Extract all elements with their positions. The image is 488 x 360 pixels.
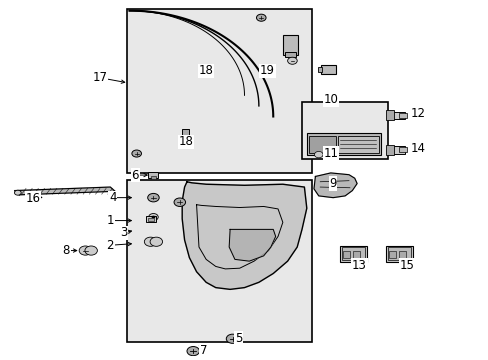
- Bar: [392, 112, 404, 119]
- Text: 12: 12: [409, 107, 425, 120]
- Bar: [387, 247, 410, 260]
- Bar: [147, 172, 158, 177]
- Circle shape: [15, 190, 21, 195]
- Bar: [392, 146, 404, 154]
- Text: 1: 1: [106, 214, 114, 227]
- Text: 5: 5: [235, 332, 242, 345]
- Bar: [343, 251, 350, 258]
- Text: 2: 2: [106, 239, 114, 252]
- Bar: [302, 102, 387, 159]
- Circle shape: [150, 237, 162, 246]
- Text: 13: 13: [351, 259, 366, 272]
- Text: 8: 8: [62, 244, 70, 257]
- Text: 3: 3: [120, 226, 127, 239]
- Polygon shape: [15, 187, 115, 195]
- Bar: [398, 147, 407, 152]
- Circle shape: [147, 193, 159, 202]
- Circle shape: [314, 152, 323, 158]
- Text: 7: 7: [200, 343, 207, 356]
- Circle shape: [85, 246, 97, 255]
- Circle shape: [151, 216, 155, 219]
- Bar: [308, 136, 335, 153]
- Circle shape: [144, 237, 157, 246]
- Text: 19: 19: [260, 64, 274, 77]
- Bar: [148, 218, 154, 221]
- Circle shape: [79, 246, 91, 255]
- Text: 18: 18: [198, 64, 213, 77]
- Circle shape: [226, 334, 238, 343]
- Bar: [385, 111, 393, 120]
- Circle shape: [256, 14, 265, 21]
- Circle shape: [180, 137, 191, 145]
- Bar: [388, 251, 396, 258]
- Text: 10: 10: [323, 93, 338, 106]
- Bar: [306, 134, 380, 154]
- Bar: [398, 113, 407, 118]
- Circle shape: [132, 150, 141, 157]
- Bar: [146, 216, 156, 222]
- Bar: [337, 136, 378, 153]
- Bar: [127, 9, 311, 173]
- Circle shape: [148, 213, 158, 221]
- Text: 6: 6: [131, 168, 139, 181]
- Bar: [285, 52, 295, 57]
- Text: 15: 15: [399, 259, 414, 272]
- Bar: [385, 145, 393, 154]
- Circle shape: [174, 198, 185, 207]
- Bar: [318, 67, 322, 72]
- Text: 16: 16: [25, 192, 40, 205]
- Bar: [386, 246, 412, 262]
- Bar: [398, 251, 405, 258]
- Bar: [352, 251, 359, 258]
- Text: 17: 17: [92, 71, 107, 84]
- Text: 18: 18: [178, 135, 193, 148]
- Polygon shape: [182, 182, 306, 289]
- Bar: [282, 35, 298, 55]
- Polygon shape: [229, 229, 275, 261]
- Circle shape: [186, 347, 199, 356]
- Bar: [182, 129, 189, 138]
- Bar: [321, 66, 335, 74]
- Text: 11: 11: [323, 147, 338, 160]
- Text: 14: 14: [409, 142, 425, 155]
- Text: 4: 4: [109, 191, 116, 204]
- Bar: [342, 247, 364, 260]
- Bar: [127, 180, 311, 342]
- Polygon shape: [313, 173, 356, 198]
- Circle shape: [287, 57, 297, 64]
- Text: 9: 9: [329, 177, 336, 190]
- Bar: [150, 176, 156, 179]
- Bar: [340, 246, 366, 262]
